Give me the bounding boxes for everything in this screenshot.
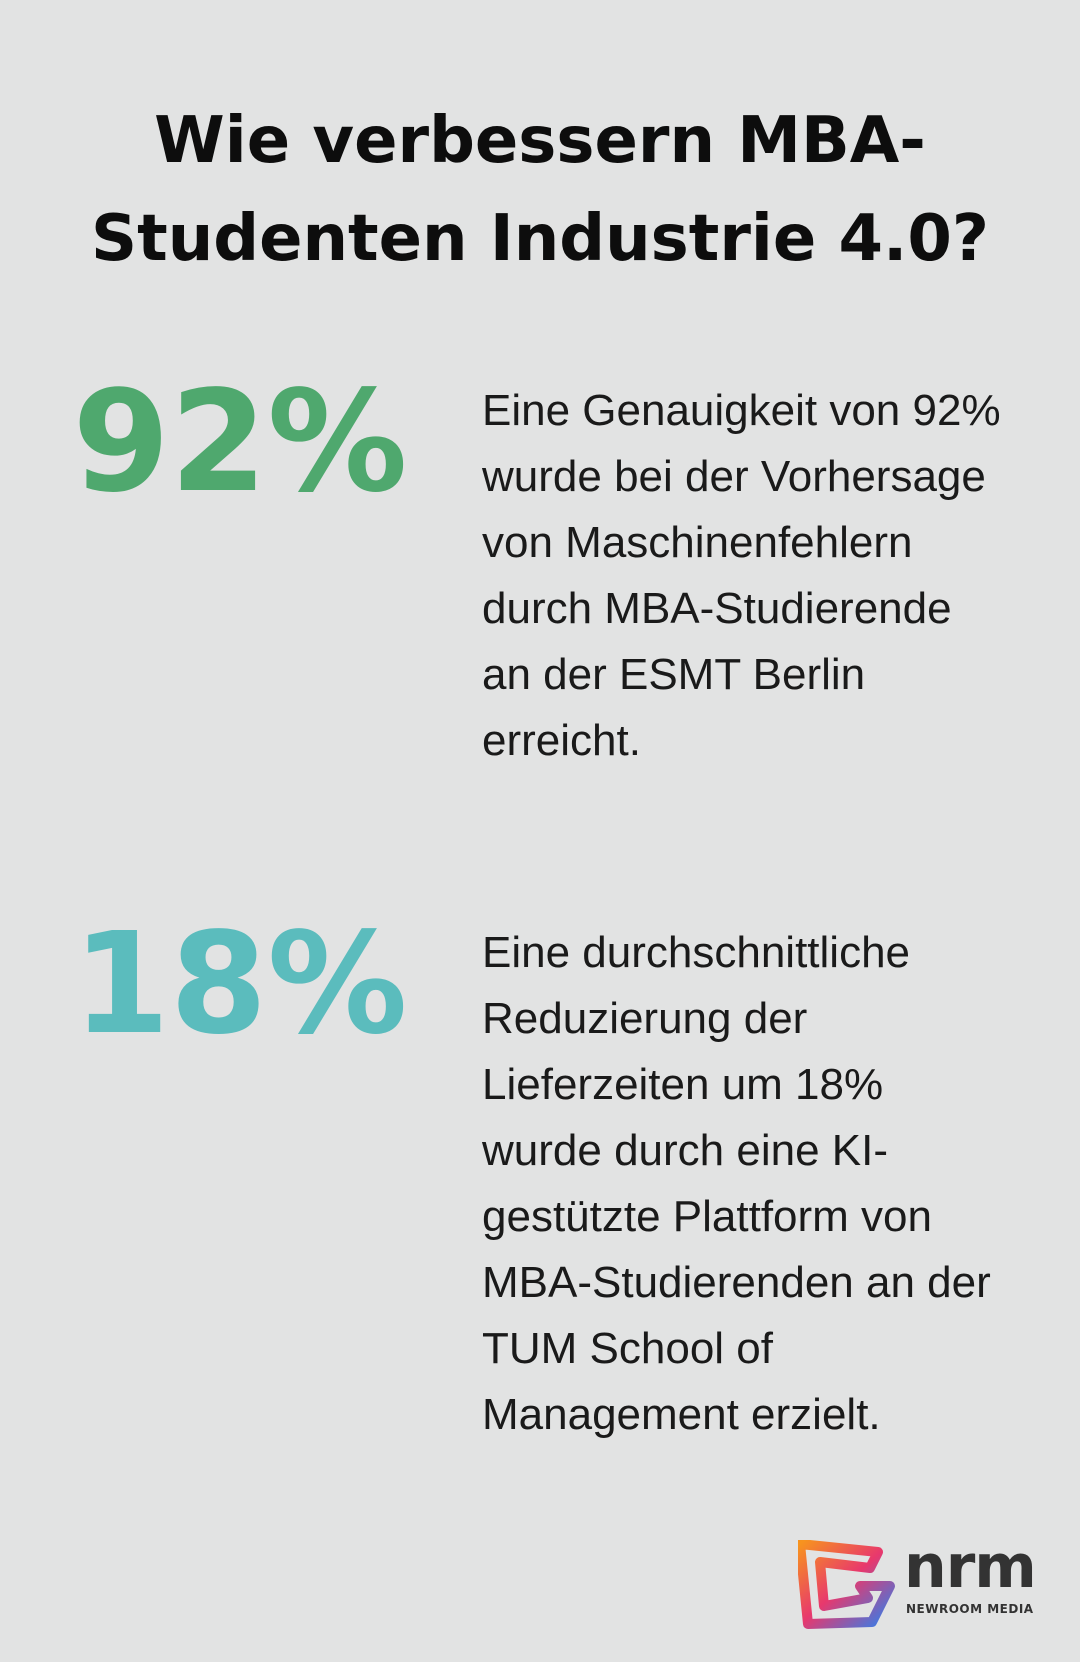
logo-subtitle: NEWROOM MEDIA: [906, 1602, 1034, 1616]
stat-text: Eine durchschnittliche Reduzierung der L…: [482, 928, 991, 1439]
stat-value: 18%: [72, 903, 408, 1066]
logo-name: nrm: [904, 1532, 1037, 1602]
stat-value: 92%: [72, 361, 408, 524]
logo-mark: [798, 1540, 895, 1629]
stat-text: Eine Genauigkeit von 92% wurde bei der V…: [482, 386, 1001, 765]
title: Wie verbessern MBA-Studenten Industrie 4…: [91, 104, 989, 276]
